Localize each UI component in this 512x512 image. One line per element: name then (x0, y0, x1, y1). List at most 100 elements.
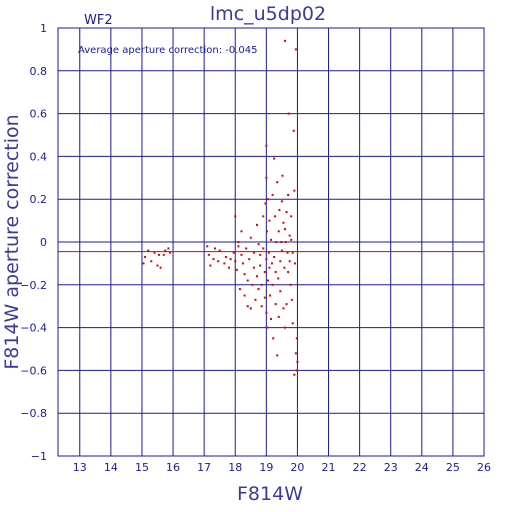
data-points (142, 39, 299, 376)
data-point (292, 129, 295, 132)
data-point (257, 243, 260, 246)
data-point (224, 255, 227, 258)
data-point (242, 262, 245, 265)
data-point (280, 241, 283, 243)
data-point (290, 298, 293, 301)
data-point (237, 241, 240, 243)
data-point (265, 230, 268, 233)
data-point (218, 249, 221, 252)
y-tick-label: −1 (31, 450, 47, 463)
y-axis-label: F814W aperture correction (1, 114, 23, 369)
data-point (285, 211, 288, 214)
data-point (147, 249, 150, 252)
data-point (232, 251, 235, 254)
data-point (291, 322, 294, 325)
data-point (156, 264, 159, 267)
x-tick-label: 19 (259, 461, 273, 474)
x-tick-label: 25 (446, 461, 460, 474)
data-point (229, 258, 232, 261)
data-point (293, 262, 296, 265)
x-axis-label: F814W (237, 483, 303, 505)
data-point (150, 260, 153, 263)
data-point (277, 315, 280, 318)
x-tick-label: 21 (322, 461, 336, 474)
data-point (235, 268, 238, 271)
data-point (209, 264, 212, 267)
data-point (228, 266, 231, 269)
data-point (287, 112, 290, 115)
data-point (271, 193, 274, 196)
data-point (246, 305, 249, 308)
data-point (294, 48, 297, 51)
data-point (280, 249, 283, 252)
data-point (234, 215, 237, 218)
data-point (234, 260, 237, 263)
data-point (252, 251, 255, 254)
x-tick-label: 24 (415, 461, 429, 474)
y-tick-label: 0.6 (30, 108, 48, 121)
data-point (159, 266, 162, 269)
data-point (276, 181, 279, 184)
data-point (287, 270, 290, 273)
data-point (256, 275, 259, 278)
data-point (271, 283, 274, 286)
data-point (277, 277, 280, 280)
data-point (290, 215, 293, 218)
data-point (264, 202, 267, 205)
data-point (262, 247, 265, 250)
data-point (240, 253, 243, 256)
data-point (274, 270, 277, 273)
data-point (206, 245, 209, 248)
data-point (249, 307, 252, 310)
data-point (274, 215, 277, 218)
data-point (245, 247, 248, 250)
data-point (291, 251, 294, 254)
data-point (223, 262, 226, 265)
data-point (288, 234, 291, 237)
x-tick-label: 22 (353, 461, 367, 474)
y-tick-label: −0.2 (20, 279, 47, 292)
data-point (281, 174, 284, 177)
data-point (263, 270, 266, 273)
data-point (167, 247, 170, 250)
data-point (276, 354, 279, 357)
data-point (282, 307, 285, 310)
y-tick-label: 0.2 (30, 193, 48, 206)
data-point (272, 337, 275, 340)
data-point (283, 39, 286, 42)
chart-title: lmc_u5dp02 (210, 3, 326, 25)
data-point (142, 262, 145, 265)
x-tick-labels: 13 14 15 16 17 18 19 20 21 22 23 24 25 26 (73, 461, 491, 474)
x-tick-label: 14 (104, 461, 118, 474)
data-point (290, 238, 293, 241)
data-point (275, 241, 278, 243)
data-point (273, 157, 276, 160)
average-correction-annotation: Average aperture correction: -0.045 (78, 45, 258, 56)
x-tick-label: 26 (477, 461, 491, 474)
data-point (256, 223, 259, 226)
y-tick-label: 0.4 (30, 150, 48, 163)
data-point (158, 253, 161, 256)
data-point (266, 198, 269, 201)
chip-label: WF2 (84, 13, 113, 28)
data-point (282, 221, 285, 224)
data-point (266, 279, 269, 282)
data-point (252, 266, 255, 269)
data-point (265, 144, 268, 147)
x-tick-label: 16 (166, 461, 180, 474)
data-point (164, 249, 167, 252)
y-tick-label: 0 (40, 236, 47, 249)
y-tick-label: 1 (40, 22, 47, 35)
data-point (268, 266, 271, 269)
data-point (262, 215, 265, 218)
y-tick-label: 0.8 (30, 65, 48, 78)
data-point (162, 253, 165, 256)
data-point (270, 238, 272, 241)
data-point (240, 230, 243, 233)
data-point (278, 208, 281, 211)
data-point (263, 296, 266, 299)
data-point (283, 326, 286, 329)
data-point (238, 288, 241, 291)
data-point (265, 176, 268, 179)
data-point (265, 311, 268, 314)
